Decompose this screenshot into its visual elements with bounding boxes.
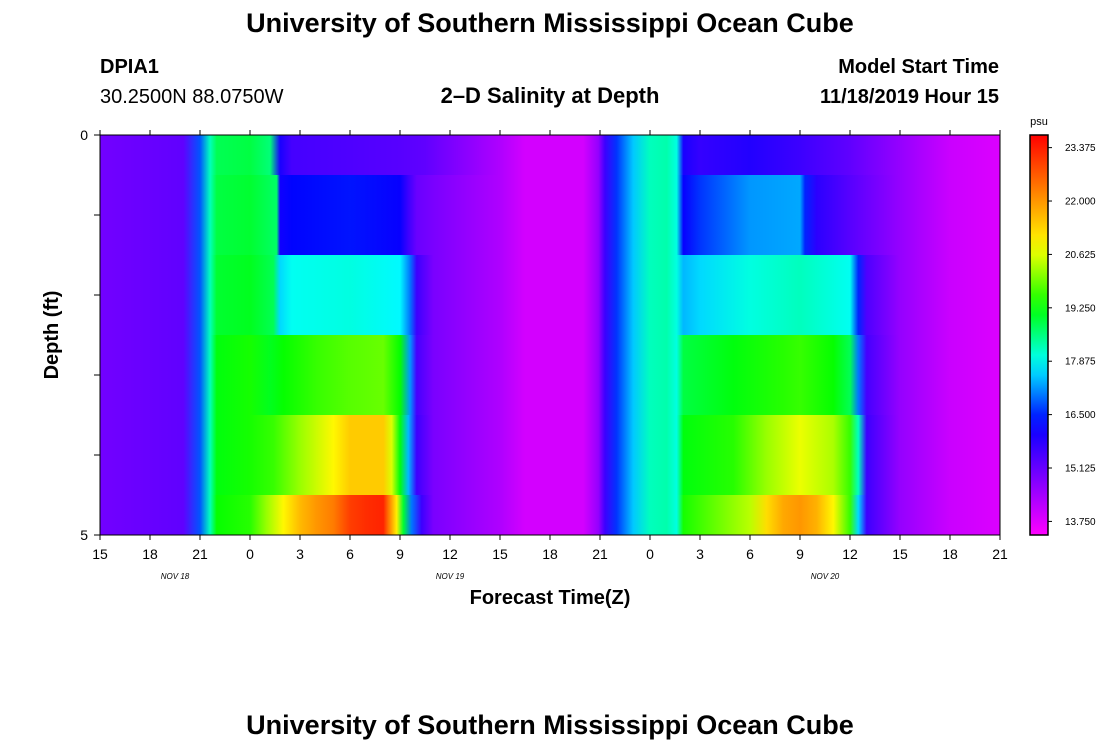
model-start-value: 11/18/2019 Hour 15 — [819, 86, 999, 108]
x-date-label: NOV 19 — [436, 572, 465, 581]
page-title: University of Southern Mississippi Ocean… — [246, 8, 854, 38]
x-tick-label: 18 — [942, 546, 958, 562]
y-tick-label: 0 — [80, 127, 88, 143]
x-tick-label: 12 — [442, 546, 458, 562]
heatmap-layer — [100, 335, 1000, 416]
colorbar: psu 23.375 22.000 20.625 19.250 17.875 16.500… — [1029, 116, 1096, 536]
heatmap-layer — [100, 415, 1000, 496]
colorbar-tick-label: 23.375 — [1065, 143, 1096, 154]
x-tick-label: 15 — [492, 546, 508, 562]
colorbar-gradient — [1029, 134, 1049, 536]
x-tick-label: 18 — [542, 546, 558, 562]
colorbar-tick-label: 19.250 — [1065, 303, 1096, 314]
chart-title: 2–D Salinity at Depth — [440, 83, 660, 108]
x-tick-label: 3 — [296, 546, 304, 562]
heatmap-layer — [100, 135, 1000, 176]
colorbar-tick-label: 13.750 — [1065, 517, 1096, 528]
x-tick-label: 12 — [842, 546, 858, 562]
y-tick-label: 5 — [80, 527, 88, 543]
colorbar-tick-label: 15.125 — [1065, 464, 1096, 475]
y-axis-label: Depth (ft) — [41, 291, 63, 380]
colorbar-tick-label: 17.875 — [1065, 357, 1096, 368]
x-tick-label: 15 — [92, 546, 108, 562]
x-tick-label: 3 — [696, 546, 704, 562]
station-id: DPIA1 — [100, 56, 159, 78]
x-tick-label: 21 — [992, 546, 1008, 562]
x-tick-label: 21 — [192, 546, 208, 562]
station-coordinates: 30.2500N 88.0750W — [100, 86, 284, 108]
colorbar-tick-label: 16.500 — [1065, 410, 1096, 421]
axes: 15 18 21 0 3 6 9 12 15 18 21 0 3 6 9 12 15 18 21 NOV 18 NOV … — [80, 127, 1008, 581]
x-tick-label: 9 — [396, 546, 404, 562]
heatmap-layer — [100, 495, 1000, 536]
colorbar-tick-label: 22.000 — [1065, 197, 1096, 208]
x-tick-label: 0 — [646, 546, 654, 562]
heatmap — [100, 135, 1000, 536]
footer-title: University of Southern Mississippi Ocean… — [246, 710, 854, 740]
heatmap-layer — [100, 175, 1000, 256]
heatmap-layer — [100, 255, 1000, 336]
x-tick-label: 6 — [346, 546, 354, 562]
x-date-label: NOV 20 — [811, 572, 840, 581]
x-tick-label: 21 — [592, 546, 608, 562]
model-start-label: Model Start Time — [838, 56, 999, 78]
x-tick-label: 6 — [746, 546, 754, 562]
x-tick-label: 18 — [142, 546, 158, 562]
colorbar-unit: psu — [1030, 116, 1048, 128]
x-tick-label: 15 — [892, 546, 908, 562]
x-date-label: NOV 18 — [161, 572, 190, 581]
x-tick-label: 9 — [796, 546, 804, 562]
colorbar-tick-label: 20.625 — [1065, 250, 1096, 261]
x-axis-label: Forecast Time(Z) — [470, 587, 631, 609]
x-tick-label: 0 — [246, 546, 254, 562]
